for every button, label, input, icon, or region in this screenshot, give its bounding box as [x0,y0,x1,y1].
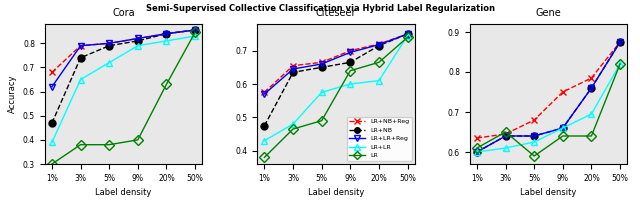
Title: Citeseer: Citeseer [316,8,356,18]
Title: Gene: Gene [536,8,561,18]
Title: Cora: Cora [112,8,135,18]
Y-axis label: Accuracy: Accuracy [8,75,17,113]
Legend: LR+NB+Reg, LR+NB, LR+LR+Reg, LR+LR, LR: LR+NB+Reg, LR+NB, LR+LR+Reg, LR+LR, LR [347,116,412,161]
X-axis label: Label density: Label density [308,188,364,197]
X-axis label: Label density: Label density [95,188,152,197]
Text: Semi-Supervised Collective Classification via Hybrid Label Regularization: Semi-Supervised Collective Classificatio… [145,4,495,13]
X-axis label: Label density: Label density [520,188,577,197]
